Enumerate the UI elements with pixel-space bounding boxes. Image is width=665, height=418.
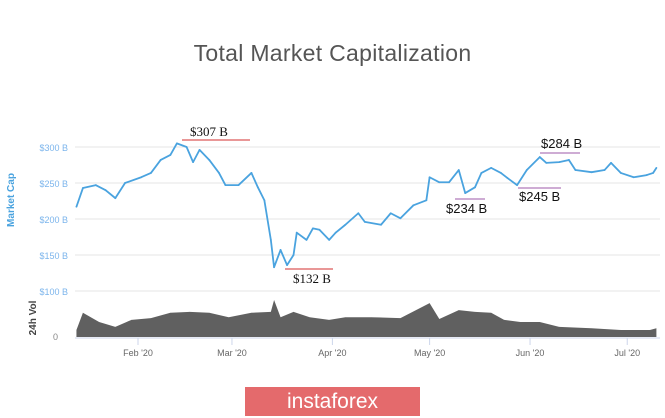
market-cap-point	[295, 231, 298, 234]
market-cap-point	[610, 161, 612, 164]
market-cap-point	[357, 212, 360, 215]
market-cap-point	[603, 169, 606, 171]
market-cap-point	[318, 228, 321, 231]
market-cap-point	[632, 176, 635, 179]
x-tick-label: Feb '20	[123, 348, 153, 358]
market-cap-point	[568, 159, 570, 161]
market-cap-point	[159, 159, 162, 161]
x-tick-label: May '20	[414, 348, 445, 358]
market-cap-point	[192, 161, 194, 164]
market-cap-point	[75, 205, 78, 208]
instaforex-logo[interactable]: instaforex	[245, 387, 420, 416]
x-tick-label: Jul '20	[614, 348, 640, 358]
market-cap-point	[292, 254, 295, 256]
market-cap-point	[516, 184, 518, 187]
market-cap-point	[328, 238, 331, 241]
y-tick-label: $200 B	[39, 215, 68, 225]
market-cap-point	[506, 177, 509, 179]
market-cap-point	[538, 156, 541, 158]
market-cap-point	[448, 181, 450, 184]
y-axis-label: Market Cap	[6, 173, 17, 227]
market-cap-line	[75, 142, 658, 269]
market-cap-point	[490, 166, 493, 169]
market-cap-point	[224, 184, 227, 187]
market-cap-point	[464, 192, 467, 194]
market-cap-point	[82, 187, 84, 189]
market-cap-point	[590, 171, 593, 174]
market-cap-point	[574, 169, 577, 171]
market-cap-point	[279, 249, 282, 251]
market-cap-point	[645, 174, 648, 176]
x-tick-label: Mar '20	[217, 348, 247, 358]
market-cap-point	[94, 184, 97, 187]
market-cap-point	[558, 161, 561, 164]
market-cap-point	[428, 176, 431, 179]
annotation-label: $307 B	[190, 124, 228, 139]
x-tick-label: Apr '20	[318, 348, 346, 358]
market-cap-point	[363, 220, 366, 223]
market-cap-point	[425, 199, 428, 202]
market-cap-point	[457, 169, 460, 171]
market-cap-point	[124, 182, 126, 184]
market-cap-point	[344, 223, 347, 226]
market-cap-point	[114, 197, 117, 200]
market-cap-point	[312, 227, 314, 230]
market-cap-point	[273, 266, 275, 269]
market-cap-point	[525, 169, 528, 171]
annotation-label: $234 B	[446, 201, 487, 216]
market-cap-point	[619, 172, 622, 174]
market-cap-point	[185, 146, 188, 148]
y-tick-label: $250 B	[39, 179, 68, 189]
market-cap-point	[250, 172, 253, 174]
market-cap-point	[237, 184, 240, 187]
market-cap-point	[175, 142, 178, 145]
market-cap-point	[389, 212, 392, 215]
market-cap-point	[652, 172, 655, 174]
annotation-label: $284 B	[541, 136, 582, 151]
market-cap-point	[380, 223, 382, 226]
market-cap-point	[412, 204, 415, 207]
market-cap-point	[305, 238, 308, 241]
market-cap-point	[438, 181, 441, 184]
market-cap-point	[208, 159, 211, 161]
market-cap-point	[655, 166, 658, 169]
market-cap-point	[474, 186, 476, 189]
y-tick-label: $150 B	[39, 251, 68, 261]
market-cap-point	[198, 148, 201, 151]
market-cap-point	[169, 154, 172, 156]
volume-axis-label: 24h Vol	[28, 300, 39, 335]
market-cap-point	[334, 231, 337, 234]
annotation-label: $245 B	[519, 189, 560, 204]
market-cap-point	[399, 217, 402, 220]
market-cap-point	[499, 172, 502, 174]
y-tick-label: $300 B	[39, 143, 68, 153]
market-cap-point	[480, 172, 483, 174]
volume-area	[76, 300, 657, 337]
market-cap-point	[140, 176, 143, 179]
y-tick-label: $100 B	[39, 287, 68, 297]
market-cap-point	[218, 172, 220, 174]
volume-zero-label: 0	[53, 332, 58, 342]
x-tick-label: Jun '20	[516, 348, 545, 358]
market-cap-point	[150, 172, 152, 174]
market-cap-point	[269, 238, 272, 241]
market-cap-point	[263, 199, 266, 202]
market-cap-point	[545, 161, 548, 164]
market-cap-point	[256, 186, 259, 189]
annotation-label: $132 B	[293, 271, 331, 286]
market-cap-point	[104, 189, 107, 192]
market-cap-point	[286, 264, 288, 266]
chart-title: Total Market Capitalization	[193, 40, 472, 66]
